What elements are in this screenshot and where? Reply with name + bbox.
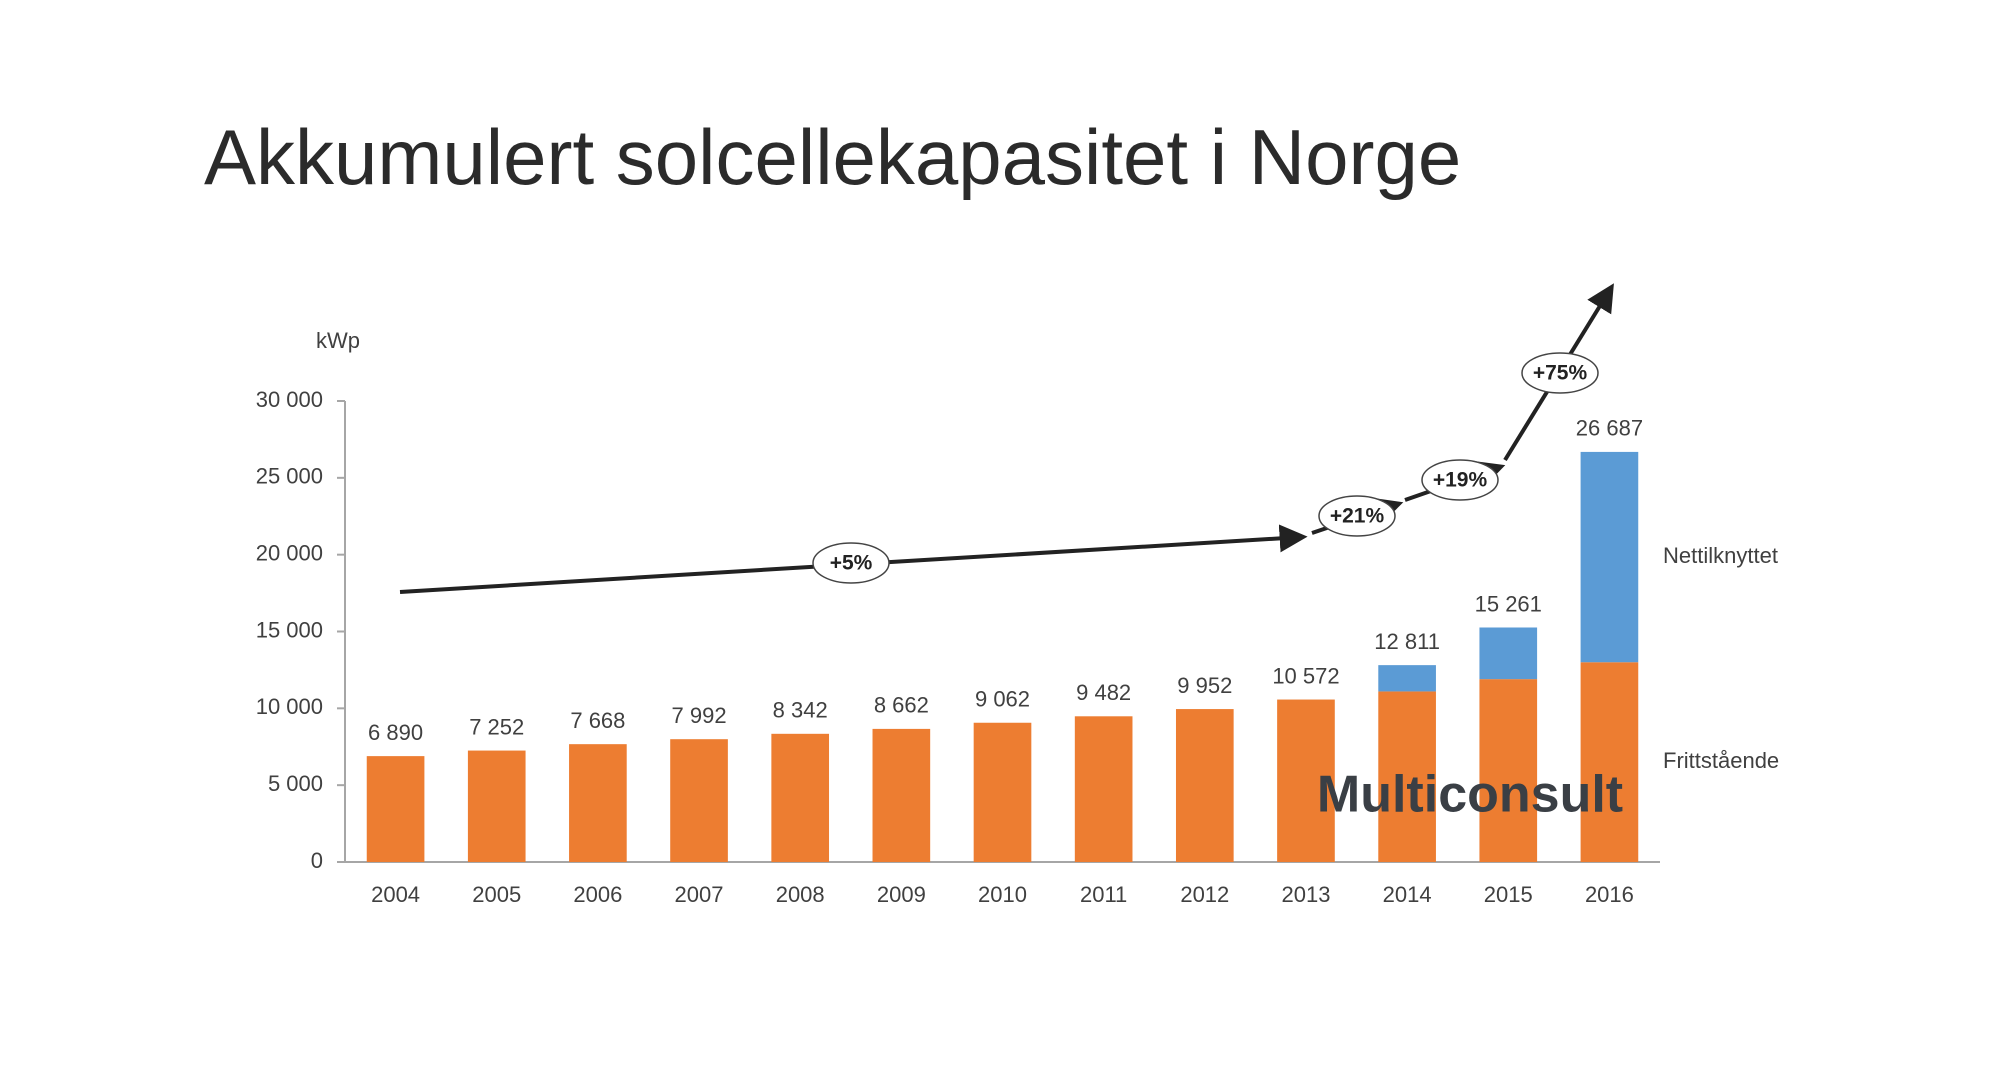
bar-segment bbox=[670, 739, 728, 862]
total-label: 9 952 bbox=[1177, 673, 1232, 698]
x-tick-label: 2015 bbox=[1484, 882, 1533, 907]
y-tick-label: 20 000 bbox=[256, 540, 323, 565]
x-tick-label: 2008 bbox=[776, 882, 825, 907]
x-tick-label: 2011 bbox=[1080, 882, 1127, 907]
annotation-bubble bbox=[812, 542, 890, 584]
bar-segment bbox=[467, 750, 526, 862]
y-tick-label: 25 000 bbox=[256, 464, 323, 489]
bar-segment bbox=[366, 756, 425, 862]
total-label: 15 261 bbox=[1475, 591, 1542, 616]
legend-label: Nettilknyttet bbox=[1663, 543, 1778, 568]
annotation: +19% bbox=[1433, 469, 1488, 492]
y-tick-label: 5 000 bbox=[268, 771, 323, 796]
y-tick-label: 30 000 bbox=[256, 387, 323, 412]
bar-segment bbox=[1479, 679, 1538, 862]
bar-segment bbox=[1580, 662, 1639, 862]
bar-segment bbox=[1479, 627, 1538, 680]
bar-segment bbox=[1378, 665, 1436, 692]
annotation-bubble bbox=[1521, 352, 1599, 394]
bar-segment bbox=[1175, 709, 1234, 862]
total-label: 7 992 bbox=[672, 703, 727, 728]
total-label: 10 572 bbox=[1272, 663, 1339, 688]
x-tick-label: 2010 bbox=[978, 882, 1027, 907]
bar-segment bbox=[771, 733, 830, 862]
total-label: 8 342 bbox=[773, 698, 828, 723]
y-tick-label: 15 000 bbox=[256, 617, 323, 642]
bar-segment bbox=[1074, 716, 1133, 862]
x-tick-label: 2006 bbox=[573, 882, 622, 907]
x-tick-label: 2013 bbox=[1281, 882, 1330, 907]
logo: Multiconsult bbox=[1317, 766, 1623, 824]
total-label: 12 811 bbox=[1374, 629, 1440, 654]
total-label: 26 687 bbox=[1576, 416, 1643, 441]
annotation-bubble bbox=[1421, 459, 1499, 501]
x-tick-label: 2009 bbox=[877, 882, 926, 907]
bar-segment bbox=[872, 728, 931, 862]
y-tick-label: 0 bbox=[311, 848, 323, 873]
bar-segment bbox=[1580, 451, 1639, 663]
annotation: +5% bbox=[830, 552, 873, 575]
y-axis-label: kWp bbox=[316, 328, 360, 353]
y-tick-label: 10 000 bbox=[256, 694, 323, 719]
bar-segment bbox=[973, 722, 1032, 862]
annotation: +21% bbox=[1330, 505, 1385, 528]
total-label: 8 662 bbox=[874, 693, 929, 718]
chart-title: Akkumulert solcellekapasitet i Norge bbox=[204, 113, 1461, 201]
total-label: 7 252 bbox=[469, 714, 524, 739]
x-tick-label: 2005 bbox=[472, 882, 521, 907]
annotation: +75% bbox=[1533, 362, 1588, 385]
annotation-bubble bbox=[1318, 495, 1396, 537]
growth-arrows bbox=[399, 283, 1614, 594]
bar-segment bbox=[1378, 691, 1436, 862]
x-tick-label: 2007 bbox=[675, 882, 724, 907]
total-label: 7 668 bbox=[570, 708, 625, 733]
total-label: 9 482 bbox=[1076, 680, 1131, 705]
x-tick-label: 2004 bbox=[371, 882, 420, 907]
legend-label: Frittstående bbox=[1663, 748, 1779, 773]
x-tick-label: 2016 bbox=[1585, 882, 1634, 907]
x-tick-label: 2014 bbox=[1383, 882, 1432, 907]
bar-segment bbox=[1277, 699, 1335, 862]
total-label: 6 890 bbox=[368, 720, 423, 745]
total-label: 9 062 bbox=[975, 687, 1030, 712]
bar-segment bbox=[569, 744, 627, 862]
x-tick-label: 2012 bbox=[1180, 882, 1229, 907]
